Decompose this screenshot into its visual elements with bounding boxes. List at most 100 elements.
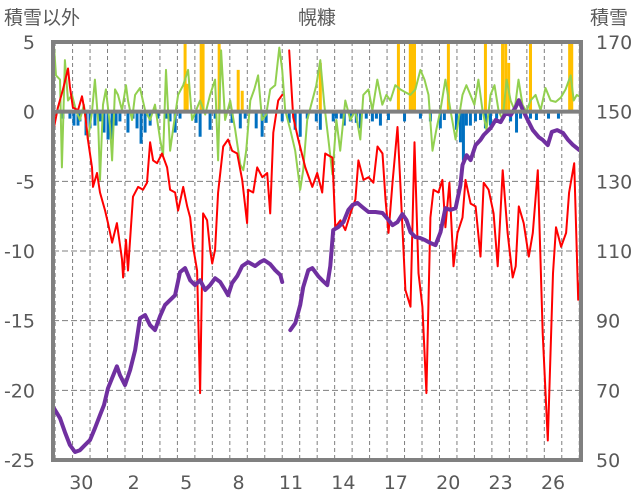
left-axis-title: 積雪以外 (4, 7, 81, 29)
blue-bar (515, 111, 519, 133)
yellow-bar (446, 42, 450, 112)
blue-bar (168, 111, 172, 122)
blue-bar (464, 111, 468, 126)
blue-bar (556, 111, 560, 119)
left-tick-label: 5 (23, 32, 35, 54)
blue-bar (76, 111, 80, 126)
blue-bar (260, 111, 264, 137)
blue-bar (364, 111, 368, 119)
blue-bar (418, 111, 422, 119)
chart-title: 幌糠 (298, 7, 337, 29)
blue-bar (334, 111, 338, 119)
yellow-bar (217, 42, 221, 112)
x-tick-label: 30 (69, 472, 93, 494)
blue-bar (454, 111, 458, 130)
yellow-bar (396, 42, 400, 112)
yellow-bar (408, 42, 412, 112)
blue-bar (143, 111, 147, 133)
blue-bar (534, 111, 538, 121)
yellow-bar (529, 42, 533, 112)
x-tick-label: 23 (489, 472, 513, 494)
yellow-bar (201, 42, 205, 112)
yellow-bar (318, 62, 322, 112)
blue-bar (135, 111, 139, 129)
blue-bar (93, 111, 97, 126)
blue-bar (547, 111, 551, 119)
blue-bar (126, 111, 130, 133)
snow-depth (51, 98, 582, 454)
blue-bar (370, 111, 374, 122)
x-tick-label: 8 (233, 472, 245, 494)
right-tick-label: 50 (596, 450, 620, 472)
left-tick-label: -20 (4, 380, 35, 402)
x-tick-label: 14 (331, 472, 355, 494)
blue-bar (72, 111, 76, 126)
yellow-bar (412, 42, 416, 112)
blue-bar (178, 111, 182, 119)
yellow-bar (199, 42, 203, 112)
blue-bar (238, 111, 242, 129)
plot-border (51, 40, 583, 462)
x-tick-label: 5 (180, 472, 192, 494)
blue-bar (213, 111, 217, 119)
blue-bar (529, 111, 533, 119)
x-tick-label: 11 (279, 472, 303, 494)
right-tick-label: 70 (596, 380, 620, 402)
yellow-bar (410, 42, 414, 112)
blue-bar (139, 111, 143, 144)
right-tick-label: 110 (596, 241, 632, 263)
yellow-bar (236, 69, 240, 112)
left-tick-label: 0 (23, 102, 35, 124)
blue-bar (386, 111, 390, 121)
blue-bar (254, 111, 258, 129)
x-tick-label: 2 (128, 472, 140, 494)
right-axis-title: 積雪 (590, 7, 629, 29)
right-tick-label: 90 (596, 311, 620, 333)
blue-bar (298, 111, 302, 137)
blue-bar (314, 111, 318, 122)
blue-bar (118, 111, 122, 122)
blue-bar (293, 111, 297, 130)
blue-bar (519, 111, 523, 119)
x-tick-label: 20 (436, 472, 460, 494)
right-tick-label: 130 (596, 171, 632, 193)
right-tick-label: 150 (596, 102, 632, 124)
gridlines (53, 42, 581, 460)
blue-bar (339, 111, 343, 119)
blue-bar (461, 111, 465, 161)
blue-bar (114, 111, 118, 126)
blue-bar (243, 111, 247, 119)
blue-bar (403, 111, 407, 122)
left-tick-label: -10 (4, 241, 35, 263)
blue-bar (305, 111, 309, 119)
yellow-bar (504, 42, 508, 112)
blue-bar (98, 111, 102, 122)
red-line (52, 49, 582, 442)
blue-bar (358, 111, 362, 129)
blue-bar (102, 111, 106, 133)
blue-bar (280, 111, 284, 122)
blue-bar (194, 111, 198, 123)
yellow-bar (501, 42, 505, 112)
blue-bar (442, 111, 446, 121)
blue-bar (198, 111, 202, 137)
blue-bar (208, 111, 212, 130)
blue-bar (473, 111, 477, 122)
yellow-bar (185, 83, 189, 112)
yellow-bar (483, 42, 487, 112)
blue-bar (106, 111, 110, 140)
plot-frame (51, 40, 583, 462)
blue-bar (156, 111, 160, 119)
blue-bar (479, 111, 483, 121)
blue-bar (488, 111, 492, 126)
blue-bar (287, 111, 291, 123)
blue-bar (374, 111, 378, 119)
blue-bar (264, 111, 268, 123)
left-tick-label: -5 (16, 171, 35, 193)
blue-bar (110, 111, 114, 140)
blue-bar (468, 111, 472, 126)
left-tick-label: -25 (4, 450, 35, 472)
blue-bar (378, 111, 382, 126)
yellow-bar (240, 90, 244, 112)
